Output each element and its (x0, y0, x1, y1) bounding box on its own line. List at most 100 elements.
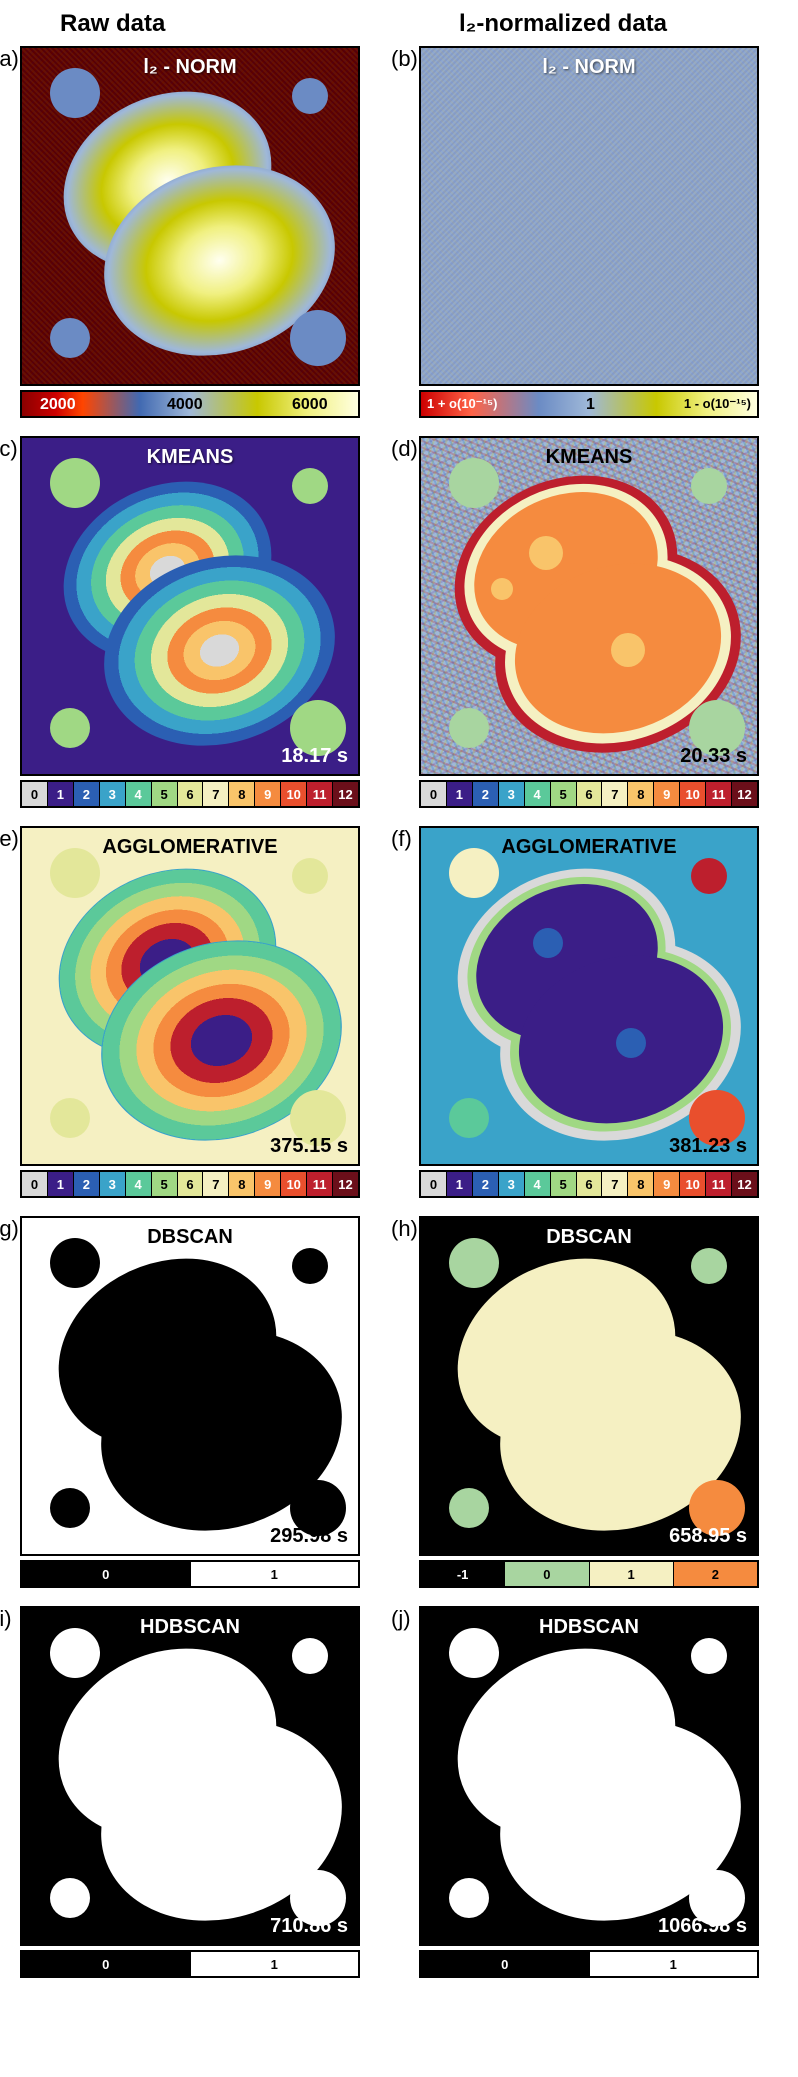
panel-label-b: (b) (391, 46, 418, 72)
colorbar-segment: 0 (505, 1562, 589, 1586)
plot-h: DBSCAN 658.95 s (419, 1216, 759, 1556)
header-left: Raw data (20, 10, 379, 38)
column-headers: Raw data l₂-normalized data (20, 10, 778, 38)
cb-b-tick1: 1 (586, 396, 595, 414)
panel-label-i: (i) (0, 1606, 12, 1632)
colorbar-segment: 12 (732, 782, 757, 806)
colorbar-segment: 10 (680, 782, 706, 806)
colorbar-segment: 11 (307, 1172, 333, 1196)
panel-i: (i) HDBSCAN 710.86 s 01 (20, 1606, 379, 1978)
colorbar-segment: 4 (126, 1172, 152, 1196)
colorbar-segment: 5 (152, 1172, 178, 1196)
colorbar-d: 0123456789101112 (419, 780, 759, 808)
plot-title-a: l₂ - NORM (143, 56, 236, 79)
panel-label-e: (e) (0, 826, 19, 852)
plot-title-j: HDBSCAN (539, 1616, 639, 1639)
colorbar-segment: 1 (191, 1952, 359, 1976)
panel-a: (a) l₂ - NORM 2000 4000 6000 (20, 46, 379, 418)
plot-title-f: AGGLOMERATIVE (501, 836, 676, 859)
colorbar-segment: 2 (473, 1172, 499, 1196)
panel-label-j: (j) (391, 1606, 411, 1632)
colorbar-segment: -1 (421, 1562, 505, 1586)
plot-e: AGGLOMERATIVE 375.15 s (20, 826, 360, 1166)
colorbar-segment: 1 (191, 1562, 359, 1586)
panel-g: (g) DBSCAN 295.98 s 01 (20, 1216, 379, 1588)
panel-label-c: (c) (0, 436, 18, 462)
colorbar-segment: 3 (100, 1172, 126, 1196)
colorbar-segment: 10 (281, 782, 307, 806)
colorbar-g: 01 (20, 1560, 360, 1588)
colorbar-segment: 12 (333, 782, 358, 806)
header-right: l₂-normalized data (419, 10, 778, 38)
colorbar-segment: 5 (551, 1172, 577, 1196)
plot-title-c: KMEANS (147, 446, 234, 469)
colorbar-segment: 6 (178, 1172, 204, 1196)
colorbar-segment: 0 (421, 1952, 590, 1976)
cb-a-tick2: 6000 (292, 396, 328, 414)
colorbar-segment: 11 (307, 782, 333, 806)
colorbar-segment: 9 (654, 782, 680, 806)
panel-b: (b) l₂ - NORM 1 + o(10⁻¹⁵) 1 1 - o(10⁻¹⁵… (419, 46, 778, 418)
colorbar-segment: 12 (333, 1172, 358, 1196)
colorbar-b: 1 + o(10⁻¹⁵) 1 1 - o(10⁻¹⁵) (419, 390, 759, 418)
colorbar-segment: 2 (74, 782, 100, 806)
timing-j: 1066.98 s (658, 1915, 747, 1938)
panel-f: (f) AGGLOMERATIVE 381.23 s 0123456789101… (419, 826, 778, 1198)
colorbar-j: 01 (419, 1950, 759, 1978)
plot-title-h: DBSCAN (546, 1226, 632, 1249)
plot-b: l₂ - NORM (419, 46, 759, 386)
timing-e: 375.15 s (270, 1135, 348, 1158)
panel-label-a: (a) (0, 46, 19, 72)
plot-f: AGGLOMERATIVE 381.23 s (419, 826, 759, 1166)
colorbar-segment: 8 (628, 782, 654, 806)
colorbar-segment: 4 (525, 1172, 551, 1196)
colorbar-segment: 1 (590, 1562, 674, 1586)
plot-title-g: DBSCAN (147, 1226, 233, 1249)
colorbar-segment: 2 (473, 782, 499, 806)
cb-b-tick0: 1 + o(10⁻¹⁵) (427, 396, 497, 412)
timing-d: 20.33 s (680, 745, 747, 768)
colorbar-segment: 0 (22, 1952, 191, 1976)
colorbar-segment: 10 (281, 1172, 307, 1196)
colorbar-segment: 10 (680, 1172, 706, 1196)
cb-a-tick0: 2000 (40, 396, 76, 414)
plot-d: KMEANS 20.33 s (419, 436, 759, 776)
colorbar-segment: 0 (421, 1172, 447, 1196)
colorbar-segment: 6 (577, 1172, 603, 1196)
plot-title-i: HDBSCAN (140, 1616, 240, 1639)
colorbar-segment: 5 (551, 782, 577, 806)
panel-e: (e) AGGLOMERATIVE 375.15 s 0123456789101… (20, 826, 379, 1198)
colorbar-segment: 9 (654, 1172, 680, 1196)
colorbar-segment: 3 (499, 1172, 525, 1196)
cb-b-tick2: 1 - o(10⁻¹⁵) (684, 396, 751, 412)
colorbar-segment: 2 (74, 1172, 100, 1196)
timing-g: 295.98 s (270, 1525, 348, 1548)
cb-a-tick1: 4000 (167, 396, 203, 414)
plot-c: KMEANS 18.17 s (20, 436, 360, 776)
colorbar-segment: 0 (22, 782, 48, 806)
colorbar-segment: 9 (255, 782, 281, 806)
colorbar-segment: 0 (22, 1172, 48, 1196)
plot-title-d: KMEANS (546, 446, 633, 469)
panel-label-d: (d) (391, 436, 418, 462)
colorbar-segment: 6 (577, 782, 603, 806)
colorbar-segment: 11 (706, 782, 732, 806)
colorbar-segment: 1 (48, 782, 74, 806)
colorbar-h: -1012 (419, 1560, 759, 1588)
colorbar-segment: 7 (203, 782, 229, 806)
colorbar-segment: 8 (229, 1172, 255, 1196)
colorbar-segment: 4 (525, 782, 551, 806)
colorbar-segment: 8 (229, 782, 255, 806)
panel-h: (h) DBSCAN 658.95 s -1012 (419, 1216, 778, 1588)
panel-j: (j) HDBSCAN 1066.98 s 01 (419, 1606, 778, 1978)
colorbar-segment: 7 (203, 1172, 229, 1196)
timing-f: 381.23 s (669, 1135, 747, 1158)
colorbar-segment: 9 (255, 1172, 281, 1196)
timing-h: 658.95 s (669, 1525, 747, 1548)
colorbar-segment: 7 (602, 782, 628, 806)
colorbar-a: 2000 4000 6000 (20, 390, 360, 418)
colorbar-segment: 11 (706, 1172, 732, 1196)
colorbar-e: 0123456789101112 (20, 1170, 360, 1198)
colorbar-segment: 6 (178, 782, 204, 806)
panel-label-f: (f) (391, 826, 412, 852)
